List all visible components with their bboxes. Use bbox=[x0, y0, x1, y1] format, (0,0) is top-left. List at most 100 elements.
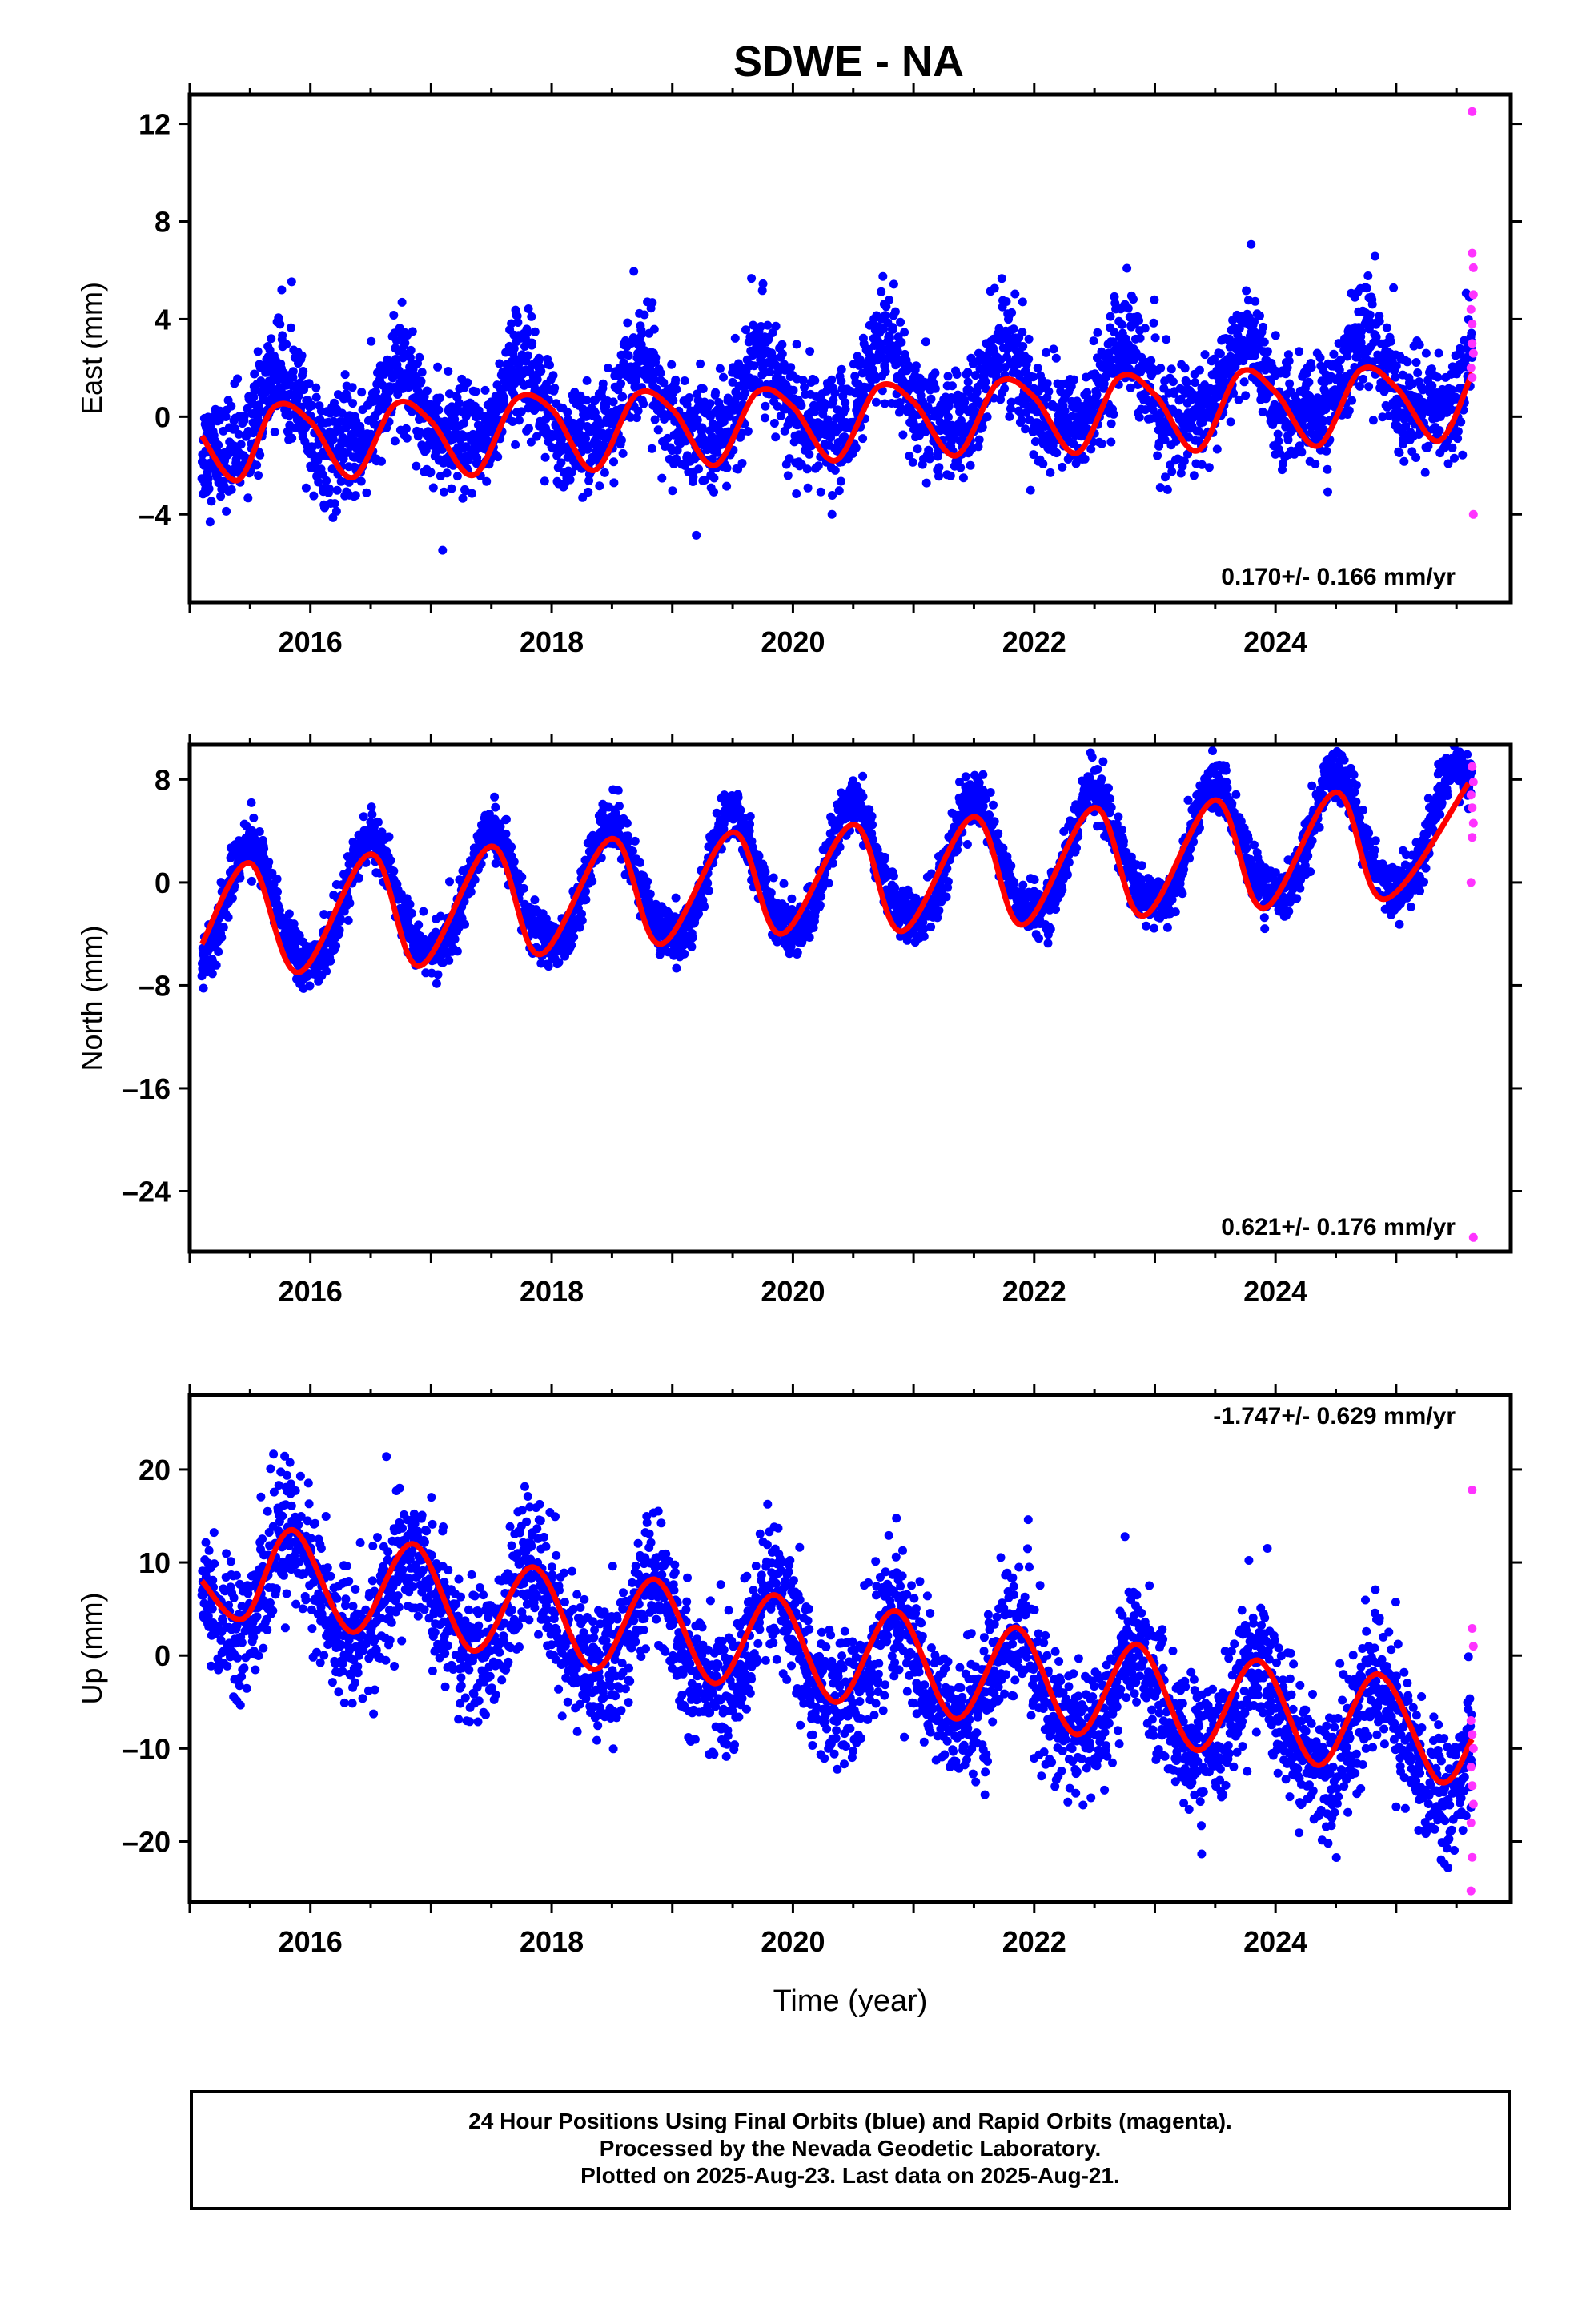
final-point bbox=[367, 336, 376, 346]
final-point bbox=[1307, 363, 1316, 372]
final-point bbox=[595, 481, 604, 491]
final-point bbox=[705, 399, 715, 408]
final-point bbox=[889, 324, 897, 334]
final-point bbox=[1025, 415, 1034, 424]
final-point bbox=[422, 386, 432, 396]
rapid-point bbox=[1468, 509, 1478, 519]
final-point bbox=[1263, 347, 1272, 356]
final-point bbox=[493, 452, 503, 462]
final-point bbox=[946, 471, 955, 480]
final-point bbox=[1093, 353, 1102, 363]
final-point bbox=[314, 477, 323, 487]
final-point bbox=[1315, 353, 1325, 363]
final-point bbox=[944, 401, 954, 411]
final-point bbox=[550, 384, 560, 392]
final-point bbox=[214, 440, 223, 450]
final-point bbox=[301, 483, 311, 493]
final-point bbox=[1371, 251, 1379, 261]
final-point bbox=[1311, 459, 1320, 468]
rapid-point bbox=[1468, 263, 1478, 272]
final-point bbox=[1411, 453, 1421, 462]
final-point bbox=[249, 813, 259, 822]
final-point bbox=[275, 906, 284, 915]
final-point bbox=[227, 485, 236, 494]
x-tick-label: 2020 bbox=[761, 625, 825, 658]
final-point bbox=[1391, 372, 1400, 382]
final-point bbox=[335, 925, 344, 935]
final-point bbox=[1017, 416, 1026, 425]
final-point bbox=[926, 394, 936, 404]
final-point bbox=[1093, 328, 1102, 337]
final-point bbox=[709, 473, 719, 483]
final-point bbox=[672, 454, 681, 464]
final-point bbox=[1364, 382, 1374, 392]
final-point bbox=[1006, 397, 1016, 407]
final-point bbox=[669, 396, 678, 405]
final-point bbox=[1447, 385, 1456, 395]
final-point bbox=[554, 958, 564, 967]
final-point bbox=[618, 448, 628, 458]
final-point bbox=[630, 836, 640, 846]
final-point bbox=[584, 487, 593, 497]
final-point bbox=[311, 383, 321, 392]
final-point bbox=[362, 488, 371, 497]
final-point bbox=[1283, 435, 1293, 444]
final-point bbox=[1141, 405, 1150, 415]
final-point bbox=[328, 513, 338, 522]
final-point bbox=[528, 338, 537, 348]
final-point bbox=[1155, 483, 1165, 493]
final-point bbox=[436, 393, 444, 403]
final-point bbox=[563, 408, 572, 417]
final-point bbox=[719, 372, 728, 382]
final-point bbox=[450, 935, 460, 944]
final-point bbox=[934, 463, 944, 472]
final-point bbox=[444, 367, 453, 376]
final-point bbox=[616, 379, 626, 388]
final-point bbox=[331, 506, 341, 516]
final-point bbox=[1049, 344, 1058, 354]
final-point bbox=[201, 954, 211, 963]
final-point bbox=[1191, 378, 1200, 388]
final-point bbox=[341, 424, 351, 433]
final-point bbox=[629, 267, 639, 276]
final-point bbox=[757, 286, 767, 296]
final-point bbox=[223, 912, 233, 922]
final-point bbox=[1357, 327, 1366, 336]
final-point bbox=[758, 369, 768, 378]
final-point bbox=[581, 887, 590, 896]
final-point bbox=[981, 377, 990, 387]
final-point bbox=[414, 920, 424, 930]
final-point bbox=[636, 858, 644, 867]
final-point bbox=[1434, 348, 1443, 358]
final-point bbox=[582, 376, 592, 385]
final-point bbox=[1058, 462, 1067, 472]
final-point bbox=[1180, 364, 1190, 373]
final-point bbox=[1042, 348, 1051, 357]
final-point bbox=[827, 375, 837, 384]
final-point bbox=[715, 364, 725, 373]
final-point bbox=[1135, 333, 1145, 343]
final-point bbox=[990, 283, 999, 293]
final-point bbox=[1447, 443, 1457, 452]
final-point bbox=[576, 417, 585, 427]
final-point bbox=[1026, 485, 1035, 495]
final-point bbox=[216, 492, 226, 501]
final-point bbox=[458, 493, 468, 503]
final-point bbox=[204, 484, 214, 493]
final-point bbox=[1226, 417, 1235, 427]
final-point bbox=[624, 837, 633, 846]
final-point bbox=[507, 842, 516, 852]
final-point bbox=[275, 320, 285, 329]
final-point bbox=[255, 827, 264, 836]
final-point bbox=[1184, 432, 1194, 442]
final-point bbox=[1399, 456, 1409, 466]
final-point bbox=[386, 856, 396, 865]
final-point bbox=[803, 483, 813, 493]
final-point bbox=[526, 437, 536, 447]
final-point bbox=[685, 393, 694, 402]
final-point bbox=[509, 344, 519, 353]
final-point bbox=[540, 476, 549, 486]
rapid-point bbox=[1468, 339, 1477, 348]
final-point bbox=[668, 486, 677, 496]
final-point bbox=[509, 857, 519, 866]
